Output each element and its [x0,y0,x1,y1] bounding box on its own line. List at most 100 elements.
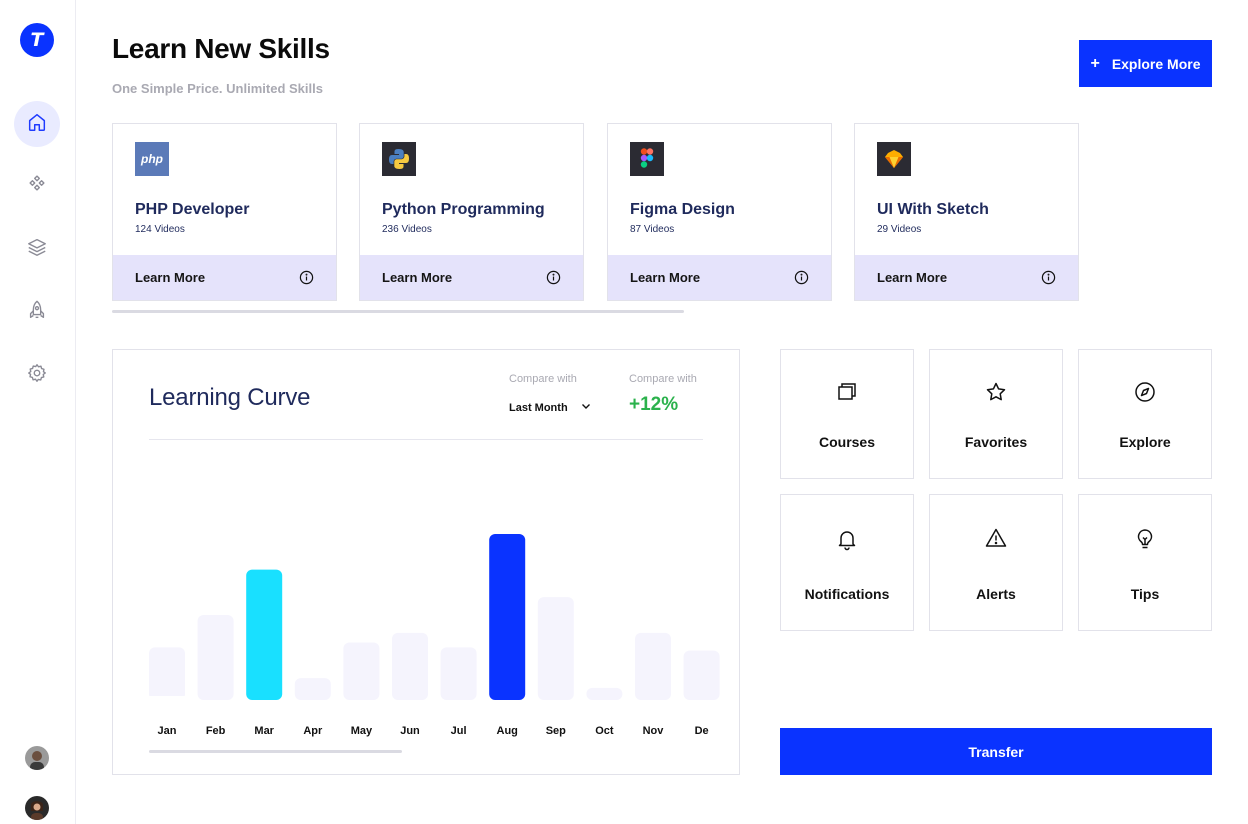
components-icon [26,172,48,199]
learning-curve-title: Learning Curve [149,384,311,411]
x-tick-label: Feb [206,725,226,737]
chart-scrollbar[interactable] [149,750,402,753]
learn-more-label: Learn More [135,270,206,285]
svg-text:php: php [140,152,163,166]
x-tick-label: Jan [158,725,177,737]
x-tick-label: Nov [643,725,665,737]
compare-label: Compare with [509,373,577,385]
nav-components[interactable] [14,162,60,208]
tile-tips[interactable]: Tips [1078,494,1212,631]
course-video-count: 87 Videos [630,224,675,235]
tile-label: Alerts [976,586,1016,602]
course-video-count: 29 Videos [877,224,922,235]
courses-icon [835,379,859,403]
avatar[interactable] [25,746,49,770]
course-video-count: 124 Videos [135,224,185,235]
bar-jan[interactable] [149,647,185,700]
nav-home[interactable] [14,101,60,147]
info-icon[interactable] [299,270,314,285]
bar-apr[interactable] [294,678,331,700]
bar-sep[interactable] [537,597,574,700]
bell-icon [835,527,859,551]
learn-more-button[interactable]: Learn More [360,255,583,300]
page-subtitle: One Simple Price. Unlimited Skills [112,81,323,96]
chart-baseline-mask [113,696,739,716]
learn-more-label: Learn More [630,270,701,285]
course-video-count: 236 Videos [382,224,432,235]
course-card: Figma Design 87 Videos Learn More [607,123,832,301]
learn-more-button[interactable]: Learn More [608,255,831,300]
compare-percent-value: +12% [629,394,679,415]
sidebar: T [0,0,76,824]
learn-more-button[interactable]: Learn More [113,255,336,300]
explore-more-label: Explore More [1111,55,1201,72]
tile-courses[interactable]: Courses [780,349,914,479]
learn-more-button[interactable]: Learn More [855,255,1078,300]
star-icon [984,380,1008,404]
nav-layers[interactable] [14,226,60,272]
tile-favorites[interactable]: Favorites [929,349,1063,479]
gear-icon [26,362,48,389]
compare-label: Compare with [629,373,697,385]
info-icon[interactable] [1041,270,1056,285]
compare-period-select[interactable]: Last Month [509,400,592,415]
tile-label: Tips [1130,586,1160,602]
home-icon [26,111,48,138]
course-title: Figma Design [630,201,735,218]
course-title: Python Programming [382,201,545,218]
tile-alerts[interactable]: Alerts [929,494,1063,631]
x-tick-label: Apr [303,725,323,737]
bar-de[interactable] [683,650,720,700]
bar-feb[interactable] [197,615,234,700]
tile-explore[interactable]: Explore [1078,349,1212,479]
rocket-icon [26,299,48,326]
nav-launch[interactable] [14,289,60,335]
learn-more-label: Learn More [382,270,453,285]
bar-mar[interactable] [246,569,283,700]
course-card: php PHP Developer 124 Videos Learn More [112,123,337,301]
sketch-logo-icon [877,142,911,176]
course-title: PHP Developer [135,201,250,218]
app-logo[interactable]: T [20,23,54,57]
x-tick-label: Jun [400,725,420,737]
x-tick-label: De [695,725,709,737]
x-tick-label: May [351,725,373,737]
page-title: Learn New Skills [112,33,330,64]
learning-curve-card: Learning Curve Compare with Last Month C… [112,349,740,775]
bar-chart: Jan Feb Mar Apr May Jun Jul Aug Sep Oct Nov De [113,534,739,737]
bar-jun[interactable] [392,632,428,700]
php-logo-icon: php [135,142,169,176]
tile-notifications[interactable]: Notifications [780,494,914,631]
plus-icon: + [1090,54,1100,72]
compare-period-value: Last Month [509,401,568,414]
layers-icon [26,236,48,263]
lightbulb-icon [1133,527,1157,551]
x-tick-label: Sep [546,725,566,737]
x-tick-label: Jul [451,725,467,737]
bar-nov[interactable] [635,632,671,700]
bar-oct[interactable] [586,687,623,700]
divider [149,439,703,440]
bar-aug[interactable] [489,534,526,700]
explore-more-button[interactable]: + Explore More [1079,40,1212,87]
x-tick-label: Mar [254,725,274,737]
chevron-down-icon [580,400,592,415]
bar-may[interactable] [343,642,380,700]
tile-label: Courses [818,434,876,450]
nav-settings[interactable] [14,352,60,398]
learning-curve-chart: Jan Feb Mar Apr May Jun Jul Aug Sep Oct Nov De [113,440,739,774]
x-tick-label: Aug [497,725,518,737]
x-tick-label: Oct [595,725,614,737]
avatar[interactable] [25,796,49,820]
tile-label: Notifications [804,586,890,602]
transfer-button[interactable]: Transfer [780,728,1212,775]
course-card: Python Programming 236 Videos Learn More [359,123,584,301]
info-icon[interactable] [546,270,561,285]
bar-jul[interactable] [440,647,477,700]
python-logo-icon [382,142,416,176]
courses-scrollbar[interactable] [112,310,684,313]
alert-triangle-icon [984,526,1008,550]
learn-more-label: Learn More [877,270,948,285]
info-icon[interactable] [794,270,809,285]
compass-icon [1133,380,1157,404]
